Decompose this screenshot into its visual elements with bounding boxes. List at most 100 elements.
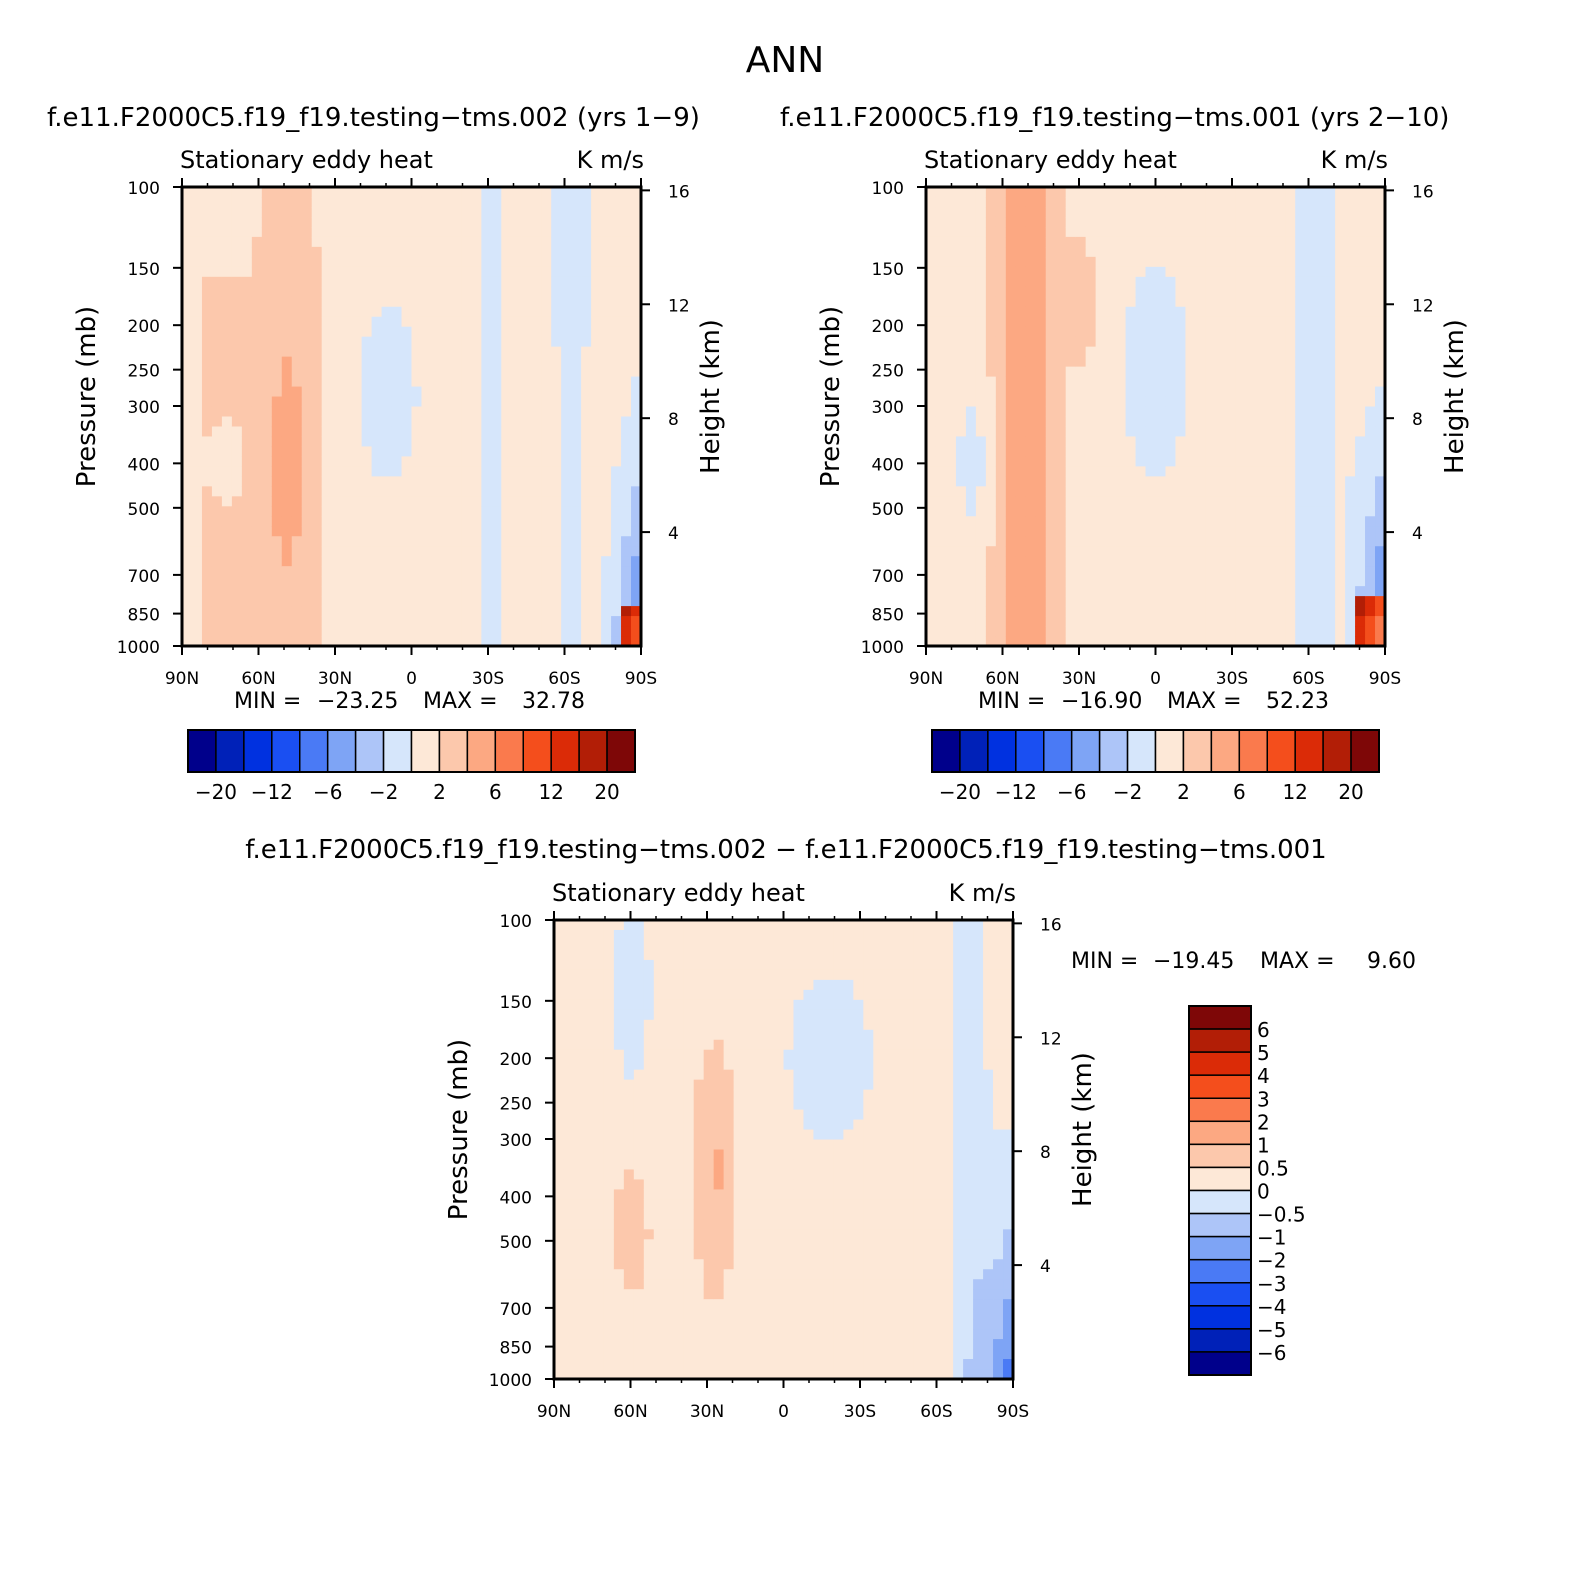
field-cell	[191, 576, 203, 587]
field-cell	[621, 526, 632, 537]
field-cell	[975, 226, 987, 238]
field-cell	[633, 1339, 645, 1350]
field-cell	[521, 516, 532, 527]
field-cell	[1085, 596, 1097, 607]
field-cell	[1035, 516, 1047, 527]
field-cell	[955, 516, 967, 527]
field-cell	[1245, 386, 1256, 398]
field-cell	[1285, 566, 1296, 577]
field-cell	[551, 226, 562, 238]
field-cell	[621, 356, 632, 368]
field-cell	[1245, 356, 1256, 368]
field-cell	[573, 1149, 585, 1161]
field-cell	[251, 426, 263, 438]
field-cell	[1305, 636, 1316, 647]
field-cell	[451, 606, 462, 617]
field-cell	[1175, 336, 1187, 348]
field-cell	[633, 989, 645, 1001]
field-cell	[1035, 236, 1047, 248]
field-cell	[603, 1229, 615, 1240]
field-cell	[321, 236, 333, 248]
field-cell	[623, 949, 635, 961]
field-cell	[341, 246, 353, 258]
field-cell	[1375, 296, 1386, 308]
field-cell	[603, 989, 615, 1001]
field-cell	[1205, 256, 1216, 268]
field-cell	[1025, 566, 1037, 577]
field-cell	[601, 296, 612, 308]
field-cell	[573, 1189, 585, 1200]
field-cell	[1245, 536, 1256, 547]
field-cell	[401, 516, 413, 527]
field-cell	[521, 256, 532, 268]
field-cell	[631, 616, 642, 627]
field-cell	[1015, 636, 1027, 647]
field-cell	[613, 1049, 625, 1061]
field-cell	[511, 626, 522, 637]
field-cell	[481, 406, 492, 418]
field-cell	[431, 426, 443, 438]
field-cell	[411, 616, 423, 627]
field-cell	[1025, 386, 1037, 398]
field-cell	[1255, 526, 1266, 537]
field-cell	[985, 206, 997, 218]
field-cell	[311, 216, 323, 228]
field-cell	[371, 256, 383, 268]
field-cell	[341, 506, 353, 517]
colorbar-box	[1126, 729, 1157, 773]
field-cell	[1305, 346, 1316, 358]
field-cell	[995, 406, 1007, 418]
field-cell	[281, 606, 293, 617]
field-cell	[573, 1119, 585, 1131]
field-cell	[1275, 286, 1286, 298]
field-cell	[643, 1129, 655, 1141]
field-cell	[331, 276, 343, 288]
field-cell	[501, 576, 512, 587]
field-cell	[251, 196, 263, 208]
field-cell	[401, 206, 413, 218]
field-cell	[471, 226, 482, 238]
field-cell	[633, 1289, 645, 1300]
field-cell	[381, 236, 393, 248]
field-cell	[371, 506, 383, 517]
field-cell	[441, 556, 453, 567]
field-cell	[1355, 456, 1366, 467]
field-cell	[613, 1189, 625, 1200]
field-cell	[501, 346, 512, 358]
field-cell	[926, 496, 937, 507]
field-cell	[191, 496, 203, 507]
field-cell	[411, 626, 423, 637]
field-cell	[581, 496, 592, 507]
field-cell	[1035, 356, 1047, 368]
field-cell	[1185, 576, 1197, 587]
field-cell	[1075, 246, 1087, 258]
field-cell	[1245, 556, 1256, 567]
field-cell	[601, 606, 612, 617]
field-cell	[1265, 486, 1276, 497]
field-cell	[583, 1279, 595, 1290]
field-cell	[271, 206, 283, 218]
field-cell	[1215, 276, 1226, 288]
field-cell	[351, 196, 363, 208]
field-cell	[1185, 476, 1197, 487]
field-cell	[541, 486, 552, 497]
field-cell	[511, 236, 522, 248]
field-cell	[491, 206, 502, 218]
field-cell	[1315, 386, 1326, 398]
field-cell	[1195, 606, 1206, 617]
field-cell	[554, 1169, 565, 1181]
field-cell	[1095, 316, 1107, 328]
field-cell	[1105, 526, 1117, 537]
field-cell	[491, 226, 502, 238]
field-cell	[554, 949, 565, 961]
field-cell	[1205, 336, 1216, 348]
field-cell	[241, 206, 253, 218]
field-cell	[1165, 196, 1177, 208]
field-cell	[1095, 336, 1107, 348]
field-cell	[461, 386, 472, 398]
field-cell	[593, 1109, 605, 1121]
field-cell	[1135, 216, 1147, 228]
field-cell	[563, 1089, 575, 1101]
field-cell	[301, 396, 313, 408]
